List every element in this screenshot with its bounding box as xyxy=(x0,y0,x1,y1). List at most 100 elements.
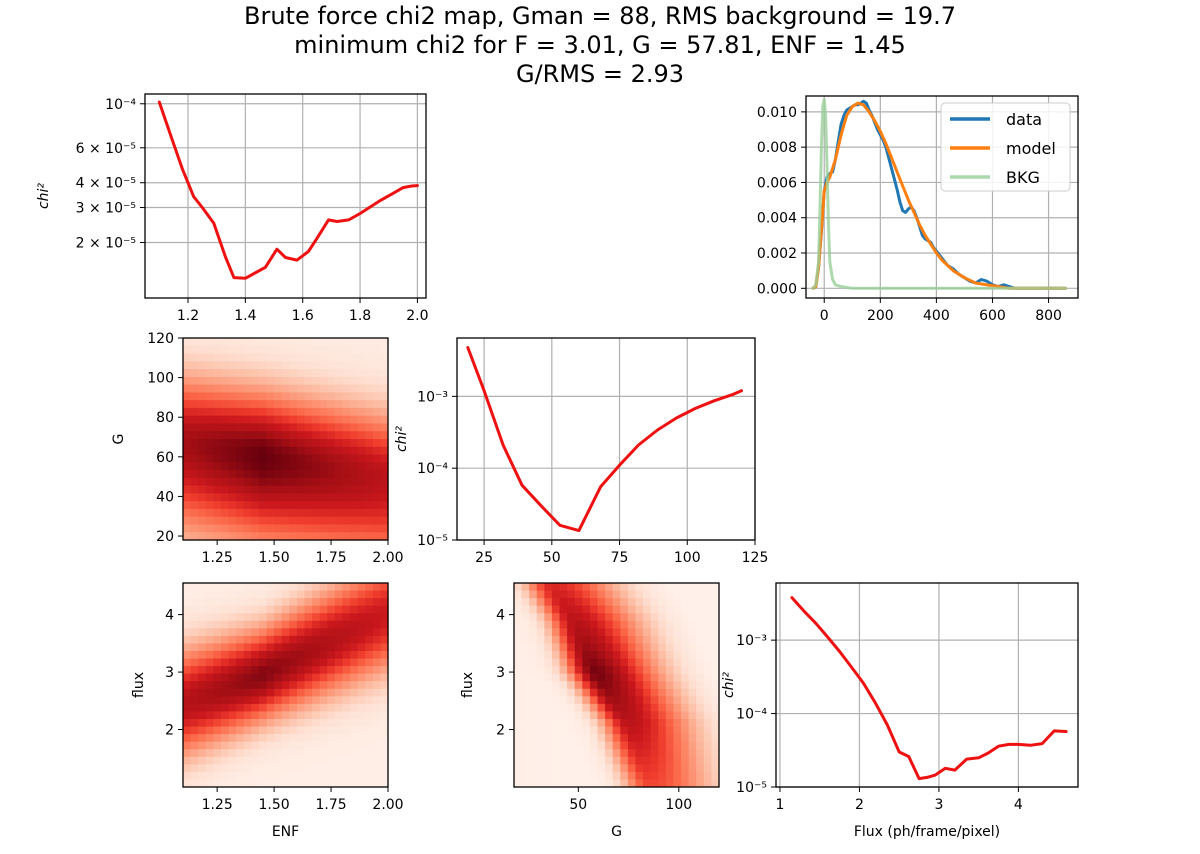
g_flux_map-cell xyxy=(711,771,720,781)
g_flux_map-cell xyxy=(514,688,523,697)
g_flux_map-cell xyxy=(551,703,561,713)
enf_flux_map-cell xyxy=(312,658,321,667)
enf_g_map-cell xyxy=(289,516,298,526)
enf_g_map-cell xyxy=(372,524,381,533)
enf_g_map-cell xyxy=(190,361,199,370)
g_flux_map-cell xyxy=(696,688,705,697)
enf_g_map-cell xyxy=(350,532,359,541)
g_flux_map-cell xyxy=(574,696,583,705)
g_flux_map-cell xyxy=(681,734,690,743)
enf_g_map-cell xyxy=(266,485,275,494)
enf_g_map-cell xyxy=(334,345,344,355)
enf-curve xyxy=(157,100,419,280)
g_flux_map-cell xyxy=(650,590,659,599)
enf_flux_map-cell xyxy=(243,771,252,781)
enf_flux_map-cell xyxy=(266,605,275,614)
enf_flux_map-cell xyxy=(319,764,328,773)
enf_flux_map-cell xyxy=(312,741,321,750)
enf_g_map-cell xyxy=(342,407,351,417)
enf_g_map-cell xyxy=(274,407,283,417)
g_flux_map-cell xyxy=(627,673,637,682)
enf_flux_map-cell xyxy=(372,658,381,667)
g_flux_map-cell xyxy=(529,658,538,667)
enf_g_map-xtick-label: 1.25 xyxy=(202,550,233,566)
enf_flux_map-cell xyxy=(357,711,366,720)
enf_flux_map-cell xyxy=(304,764,313,773)
enf_g_map-cell xyxy=(220,446,230,456)
enf_flux_map-cell xyxy=(213,590,222,599)
enf_flux_map-cell xyxy=(350,583,359,592)
enf_flux_map-cell xyxy=(274,628,283,637)
g_flux_map-cell xyxy=(536,583,545,592)
enf_flux_map-cell xyxy=(258,703,268,713)
enf_g_map-cell xyxy=(350,353,359,362)
g_flux_map-cell xyxy=(521,673,530,682)
enf_g_map-cell xyxy=(342,454,351,463)
g_flux_map-cell xyxy=(536,613,545,622)
g_flux_map-cell xyxy=(559,703,568,713)
g_flux_map-cell xyxy=(688,741,697,750)
enf_g_map-cell xyxy=(205,454,214,463)
enf_g_map-ytick-label: 40 xyxy=(156,489,174,505)
enf_flux_map-cell xyxy=(372,711,381,720)
g_flux_map-cell xyxy=(582,681,591,690)
enf_g_map-cell xyxy=(304,470,313,479)
g_flux_map-cell xyxy=(635,658,644,667)
enf_flux_map-cell xyxy=(236,764,245,773)
g_flux_map-cell xyxy=(650,583,659,592)
enf_flux_map-cell xyxy=(296,628,306,637)
enf_flux_map-cell xyxy=(183,756,192,765)
enf_flux_map-cell xyxy=(228,703,237,713)
g_flux_map-cell xyxy=(658,628,667,637)
g_flux_map-cell xyxy=(658,658,667,667)
enf_g_map-cell xyxy=(312,508,321,518)
enf_flux_map-cell xyxy=(312,583,321,592)
enf_g_map-cell xyxy=(319,516,328,526)
enf_g_map-cell xyxy=(190,369,199,378)
enf_g_map-cell xyxy=(319,407,328,417)
enf_flux_map-cell xyxy=(319,605,328,614)
g_flux_map-xlabel: G xyxy=(611,824,622,840)
g_flux_map-cell xyxy=(643,666,652,675)
enf_flux_map-cell xyxy=(258,771,268,781)
enf_g_map-ylabel: G xyxy=(111,434,127,445)
g_flux_map-cell xyxy=(665,779,675,788)
enf_flux_map-cell xyxy=(251,620,260,629)
enf_g_map-cell xyxy=(380,384,389,393)
g_flux_map-cell xyxy=(635,696,644,705)
enf_g_map-cell xyxy=(319,415,328,425)
g_flux_map-cell xyxy=(536,605,545,614)
enf_g_map-cell xyxy=(190,400,199,409)
enf_g_map-cell xyxy=(342,508,351,518)
enf_g_map-cell xyxy=(296,524,306,533)
enf_flux_map-cell xyxy=(251,779,260,788)
enf_flux_map-cell xyxy=(220,643,230,652)
enf_g_map-cell xyxy=(236,485,245,494)
g_flux_map-cell xyxy=(521,749,530,758)
g_flux_map-cell xyxy=(665,681,675,690)
enf_g_map-cell xyxy=(236,400,245,409)
enf_g_map-cell xyxy=(289,493,298,502)
g_flux_map-cell xyxy=(574,703,583,713)
enf_g_map-cell xyxy=(281,470,290,479)
g_flux_map-cell xyxy=(582,749,591,758)
g_flux_map-cell xyxy=(635,771,644,781)
enf_flux_map-cell xyxy=(380,749,389,758)
enf_g_map-cell xyxy=(274,439,283,448)
g_flux_map-cell xyxy=(635,734,644,743)
enf_g_map-cell xyxy=(319,462,328,471)
enf_g_map-cell xyxy=(372,501,381,510)
g_flux_map-cell xyxy=(559,756,568,765)
enf_flux_map-cell xyxy=(319,779,328,788)
g_flux_map-cell xyxy=(635,598,644,607)
g_flux_map-cell xyxy=(605,749,614,758)
enf_flux_map-cell xyxy=(350,620,359,629)
enf_g_map-cell xyxy=(327,384,336,393)
enf_flux_map-cell xyxy=(274,741,283,750)
enf_g_map-cell xyxy=(380,516,389,526)
enf_flux_map-cell xyxy=(327,711,336,720)
g_flux_map-cell xyxy=(643,688,652,697)
enf_flux_map-cell xyxy=(304,666,313,675)
g_flux_map-cell xyxy=(650,598,659,607)
